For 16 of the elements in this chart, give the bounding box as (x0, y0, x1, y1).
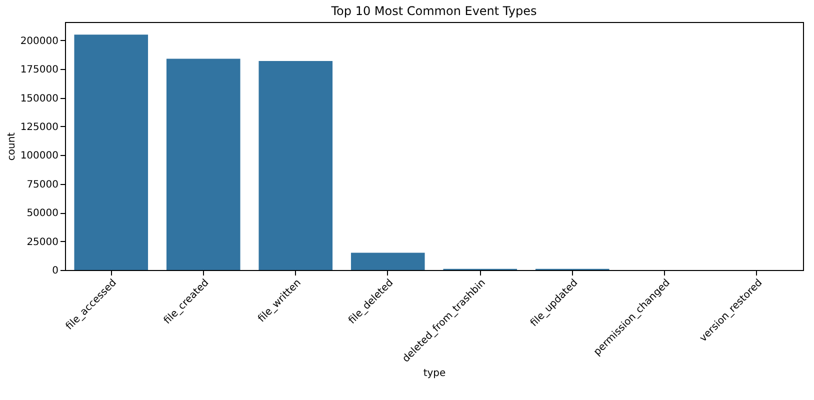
y-tick-label: 150000 (20, 93, 58, 104)
y-tick-label: 50000 (26, 208, 58, 220)
bar (166, 58, 240, 270)
y-axis-title: count (6, 132, 18, 161)
bar (258, 61, 333, 270)
x-axis-title: type (423, 368, 446, 379)
y-tick-label: 0 (52, 266, 58, 276)
chart-title: Top 10 Most Common Event Types (330, 4, 537, 18)
y-tick-label: 175000 (20, 64, 58, 76)
y-tick-label: 25000 (26, 236, 58, 248)
y-tick-label: 200000 (20, 36, 58, 47)
bar (350, 252, 425, 270)
y-tick-label: 100000 (20, 150, 58, 162)
bar (74, 34, 148, 270)
y-tick-label: 75000 (26, 179, 58, 190)
y-tick-label: 125000 (20, 122, 58, 133)
